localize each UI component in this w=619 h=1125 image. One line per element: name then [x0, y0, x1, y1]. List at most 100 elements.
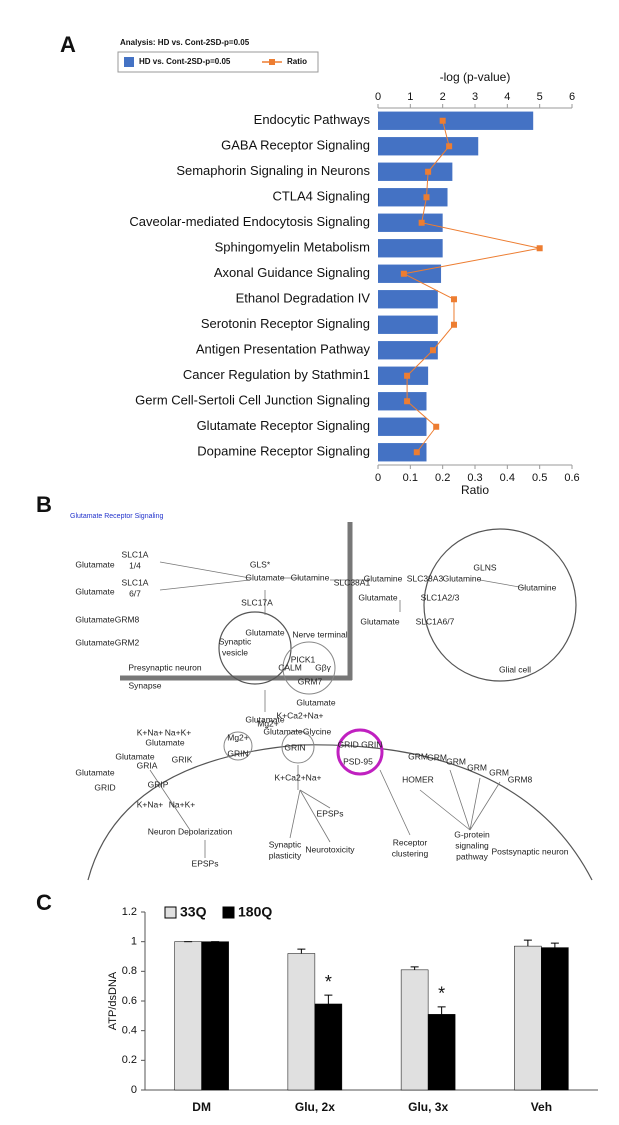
node-label: SLC1A6/7	[416, 616, 455, 626]
bar	[427, 1014, 456, 1091]
node-label: Glutamate	[75, 586, 114, 596]
ratio-marker	[400, 270, 407, 277]
node-label: GRIA	[137, 760, 158, 770]
error-bar	[550, 942, 559, 948]
error-bar	[523, 939, 532, 947]
node-label: Glutamate	[115, 751, 154, 761]
significance-mark: *	[438, 984, 445, 1004]
node-label: Glutamate	[360, 616, 399, 626]
node-label: signaling	[455, 840, 489, 850]
node-label: Nerve terminal	[292, 629, 347, 639]
node-label: GRM	[467, 762, 487, 772]
pathway-diagram: Glutamate Receptor Signaling SLC1A1/4Glu…	[70, 513, 593, 881]
x-tick-label: 0	[375, 472, 381, 484]
legend-marker	[269, 59, 275, 65]
x-tick-label: Glu, 2x	[295, 1100, 335, 1114]
axis-title: -log (p-value)	[440, 70, 511, 84]
panel-label: A	[60, 32, 76, 57]
node-label: Synaptic	[219, 636, 252, 646]
x2-tick-label: 0	[375, 91, 381, 103]
node-label: Glutamate	[296, 697, 335, 707]
x-tick-label: 0.3	[467, 472, 482, 484]
grin-complex	[281, 730, 315, 764]
ratio-marker	[423, 194, 430, 201]
bar	[541, 947, 569, 1091]
ratio-marker	[536, 245, 543, 252]
node-label: HOMER	[402, 774, 434, 784]
node-label: Glutamine	[364, 573, 403, 583]
bar	[378, 341, 438, 360]
bar	[378, 392, 427, 411]
error-bar	[324, 994, 333, 1004]
node-label: Glutamine	[518, 582, 557, 592]
node-label: Glutamate	[263, 726, 302, 736]
x2-tick-label: 3	[472, 91, 478, 103]
node-label: plasticity	[269, 850, 302, 860]
node-label: Mg2+	[257, 718, 279, 728]
node-label: 6/7	[129, 588, 141, 598]
x-tick-label: 0.5	[532, 472, 547, 484]
node-label: GRIN	[284, 742, 305, 752]
panel-label: C	[36, 890, 52, 915]
y-tick-label: 0.8	[122, 965, 137, 977]
y-tick-label: 0.6	[122, 995, 137, 1007]
node-label: Receptor	[393, 837, 428, 847]
node-label: Glutamine	[443, 573, 482, 583]
bar	[314, 1003, 343, 1091]
legend-label: Ratio	[287, 57, 307, 66]
ratio-marker	[429, 347, 436, 354]
axis-title: Ratio	[461, 483, 489, 497]
node-label: GRIK	[172, 754, 193, 764]
category-label: Glutamate Receptor Signaling	[197, 418, 370, 433]
error-bar	[297, 948, 306, 954]
category-label: GABA Receptor Signaling	[221, 138, 370, 153]
synaptic-vesicle	[218, 611, 292, 685]
node-label: Glutamine	[291, 572, 330, 582]
node-label: Neurotoxicity	[305, 844, 355, 854]
ratio-marker	[404, 372, 411, 379]
node-label: vesicle	[222, 647, 248, 657]
psd95-complex	[336, 728, 384, 776]
grin-complex	[223, 731, 253, 761]
node-label: EPSPs	[192, 858, 219, 868]
node-label: Glycine	[303, 726, 332, 736]
bar	[514, 945, 542, 1091]
ratio-marker	[425, 168, 432, 175]
bar	[378, 188, 448, 207]
bar	[378, 315, 438, 334]
axis-title: ATP/dsDNA	[107, 971, 119, 1030]
ratio-marker	[439, 117, 446, 124]
x2-tick-label: 4	[504, 91, 510, 103]
node-label: EPSPs	[317, 808, 344, 818]
node-label: Presynaptic neuron	[128, 662, 202, 672]
node-label: Glial cell	[499, 664, 531, 674]
ratio-marker	[418, 219, 425, 226]
category-label: Dopamine Receptor Signaling	[197, 444, 370, 459]
ratio-marker	[450, 321, 457, 328]
x-tick-label: 0.2	[435, 472, 450, 484]
x-tick-label: Veh	[531, 1100, 552, 1114]
node-label: G-protein	[454, 829, 490, 839]
y-tick-label: 1.2	[122, 906, 137, 918]
bar	[287, 953, 316, 1091]
node-label: Glutamate	[75, 767, 114, 777]
legend-swatch	[222, 906, 235, 919]
node-label: K+Ca2+Na+	[276, 710, 323, 720]
node-label: GLNS	[473, 562, 496, 572]
legend-label: HD vs. Cont-2SD-p=0.05	[139, 57, 231, 66]
node-label: Synaptic	[269, 839, 302, 849]
x-tick-label: 0.4	[500, 472, 515, 484]
glial-cell	[423, 528, 577, 682]
node-label: SLC1A2/3	[421, 592, 460, 602]
node-label: K+Ca2+Na+	[274, 772, 321, 782]
y-tick-label: 1	[131, 936, 137, 948]
node-label: Glutamate	[245, 627, 284, 637]
error-bar	[437, 1006, 446, 1015]
node-label: Mg2+	[227, 732, 249, 742]
diagram-title: Glutamate Receptor Signaling	[70, 513, 163, 520]
node-label: Na+K+	[165, 727, 191, 737]
bar	[378, 366, 429, 385]
node-label: GRM8	[115, 614, 140, 624]
x2-tick-label: 2	[440, 91, 446, 103]
